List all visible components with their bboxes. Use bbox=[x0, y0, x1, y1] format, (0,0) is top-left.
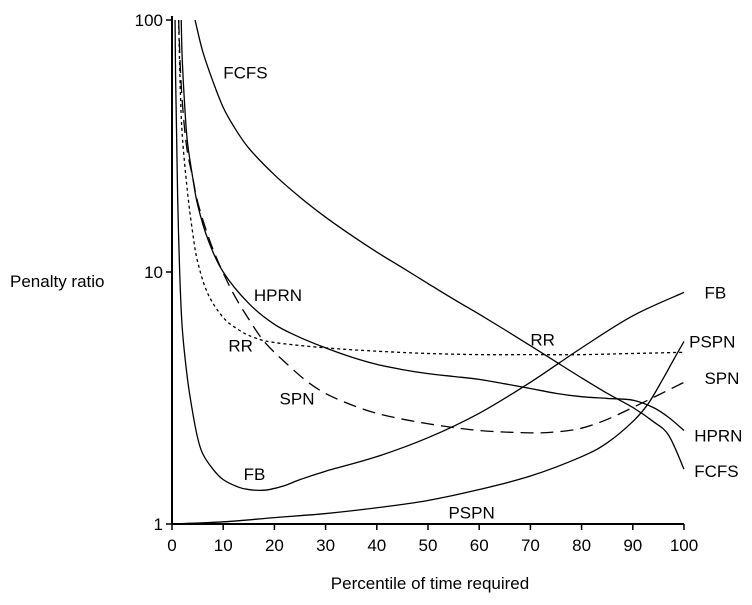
series-line-fcfs bbox=[194, 19, 685, 470]
series-layer bbox=[171, 19, 685, 525]
x-axis-title: Percentile of time required bbox=[331, 574, 529, 593]
x-tick-label: 100 bbox=[670, 536, 698, 555]
x-tick-label: 50 bbox=[419, 536, 438, 555]
series-label-hprn: HPRN bbox=[254, 286, 302, 305]
series-line-pspn bbox=[171, 341, 685, 525]
series-label-fb: FB bbox=[244, 465, 266, 484]
series-label-pspn: PSPN bbox=[448, 504, 494, 523]
x-tick-label: 70 bbox=[521, 536, 540, 555]
series-label-fb: FB bbox=[704, 283, 726, 302]
x-tick-label: 90 bbox=[623, 536, 642, 555]
x-tick-label: 0 bbox=[167, 536, 176, 555]
x-tick-label: 10 bbox=[214, 536, 233, 555]
series-label-fcfs: FCFS bbox=[223, 63, 267, 82]
series-line-rr bbox=[178, 19, 685, 356]
series-line-fb bbox=[174, 19, 685, 492]
x-tick-label: 40 bbox=[367, 536, 386, 555]
x-tick-label: 80 bbox=[572, 536, 591, 555]
series-label-pspn: PSPN bbox=[689, 332, 735, 351]
y-axis-title: Penalty ratio bbox=[10, 272, 105, 291]
y-tick-label: 1 bbox=[154, 515, 163, 534]
series-label-spn: SPN bbox=[704, 369, 739, 388]
x-tick-label: 30 bbox=[316, 536, 335, 555]
y-tick-label: 100 bbox=[135, 11, 163, 30]
series-label-rr: RR bbox=[530, 330, 555, 349]
labels-layer: FCFS HPRN RR SPN FB PSPN RR FB PSPN SPN HPRN FCFS bbox=[223, 63, 742, 522]
x-tick-label: 20 bbox=[265, 536, 284, 555]
series-label-hprn: HPRN bbox=[694, 426, 742, 445]
series-label-spn: SPN bbox=[280, 389, 315, 408]
x-tick-label: 60 bbox=[470, 536, 489, 555]
series-line-spn bbox=[178, 19, 685, 434]
y-tick-label: 10 bbox=[144, 263, 163, 282]
series-label-rr: RR bbox=[228, 337, 253, 356]
series-label-fcfs: FCFS bbox=[694, 462, 738, 481]
